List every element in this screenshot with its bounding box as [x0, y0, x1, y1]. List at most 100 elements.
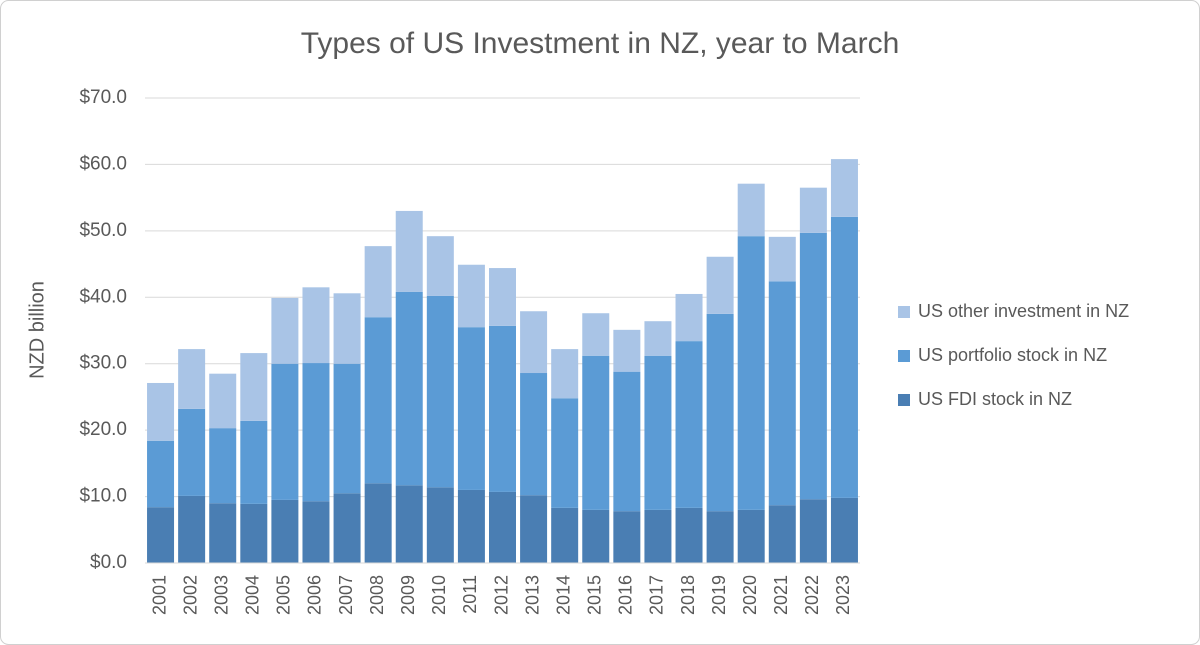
y-tick-label: $60.0 [79, 153, 127, 174]
x-tick-label: 2011 [460, 575, 480, 614]
x-tick-label: 2019 [709, 575, 729, 615]
x-tick-label: 2023 [833, 575, 853, 615]
bar-segment [582, 509, 610, 563]
y-tick-label: $0.0 [90, 552, 127, 573]
bar-segment [364, 483, 392, 563]
bar-segment [240, 420, 268, 504]
bar-segment [209, 503, 237, 563]
x-tick-label: 2007 [336, 575, 356, 615]
bar-segment [457, 264, 485, 328]
bar-segment [147, 382, 175, 441]
bar-segment [333, 363, 361, 494]
x-tick-label: 2002 [180, 575, 200, 615]
x-tick-label: 2017 [647, 575, 667, 615]
bar-segment [178, 408, 206, 496]
x-tick-label: 2016 [616, 575, 636, 615]
bar-segment [582, 313, 610, 356]
bar-segment [364, 246, 392, 318]
bar-segment [520, 311, 548, 374]
bar-segment [302, 287, 330, 364]
bar-segment [551, 349, 579, 399]
bar-segment [489, 491, 516, 563]
bar-segment [737, 509, 765, 563]
bar-segment [799, 187, 827, 233]
legend-label: US other investment in NZ [918, 301, 1129, 321]
bar-segment [799, 232, 827, 500]
bar-segment [768, 505, 796, 563]
bar-segment [613, 511, 641, 563]
y-tick-label: $50.0 [79, 220, 127, 241]
x-tick-label: 2018 [678, 575, 698, 615]
bar-segment [489, 325, 516, 492]
bar-segment [271, 499, 299, 563]
x-tick-label: 2021 [771, 575, 791, 615]
legend-swatch [898, 306, 910, 318]
bar-segment [209, 373, 237, 429]
bar-segment [551, 507, 579, 563]
x-tick-label: 2014 [553, 575, 573, 615]
x-tick-label: 2015 [585, 575, 605, 615]
bar-segment [768, 281, 796, 506]
y-tick-label: $30.0 [79, 353, 127, 374]
bar-segment [364, 317, 392, 484]
bar-segment [644, 355, 672, 510]
bar-segment [830, 497, 858, 563]
chart-title: Types of US Investment in NZ, year to Ma… [301, 27, 900, 60]
x-tick-label: 2010 [429, 575, 449, 615]
y-tick-label: $70.0 [79, 87, 127, 108]
bar-segment [737, 236, 765, 510]
bar-segment [271, 297, 299, 364]
x-tick-label: 2004 [243, 575, 263, 615]
y-tick-label: $40.0 [79, 286, 127, 307]
legend-swatch [898, 394, 910, 406]
x-tick-label: 2001 [149, 575, 169, 615]
legend-label: US portfolio stock in NZ [918, 345, 1107, 365]
bar-segment [240, 353, 268, 421]
bar-segment [240, 503, 268, 563]
bar-segment [551, 398, 579, 508]
bar-segment [706, 511, 734, 563]
bar-segment [489, 268, 516, 326]
x-tick-label: 2009 [398, 575, 418, 615]
bar-segment [737, 183, 765, 237]
bar-segment [830, 159, 858, 217]
bar-segment [613, 371, 641, 512]
bar-segment [395, 210, 423, 292]
x-tick-label: 2022 [802, 575, 822, 615]
bar-segment [147, 507, 175, 563]
bar-segment [395, 291, 423, 486]
x-tick-label: 2012 [491, 575, 511, 615]
bar-segment [799, 499, 827, 563]
x-tick-label: 2006 [305, 575, 325, 615]
bar-segment [613, 329, 641, 372]
y-tick-label: $20.0 [79, 419, 127, 440]
y-tick-label: $10.0 [79, 486, 127, 507]
bar-segment [395, 485, 423, 563]
bar-segment [520, 373, 548, 496]
bar-segment [426, 236, 454, 296]
bar-segment [675, 341, 703, 508]
bar-segment [333, 293, 361, 364]
x-tick-label: 2005 [274, 575, 294, 615]
bar-segment [830, 216, 858, 498]
bar-segment [302, 501, 330, 563]
legend-label: US FDI stock in NZ [918, 389, 1072, 409]
bar-segment [520, 495, 548, 563]
bar-segment [706, 256, 734, 314]
bar-segment [675, 507, 703, 563]
bar-segment [644, 509, 672, 563]
x-tick-label: 2013 [522, 575, 542, 615]
bar-segment [271, 363, 299, 500]
bar-segment [706, 313, 734, 512]
bar-segment [178, 349, 206, 409]
legend-swatch [898, 350, 910, 362]
bar-segment [209, 428, 237, 504]
x-tick-label: 2020 [740, 575, 760, 615]
bar-segment [302, 363, 330, 502]
bar-segment [426, 295, 454, 488]
bar-segment [768, 236, 796, 282]
bar-segment [457, 327, 485, 490]
x-tick-label: 2008 [367, 575, 387, 615]
bar-segment [147, 440, 175, 508]
